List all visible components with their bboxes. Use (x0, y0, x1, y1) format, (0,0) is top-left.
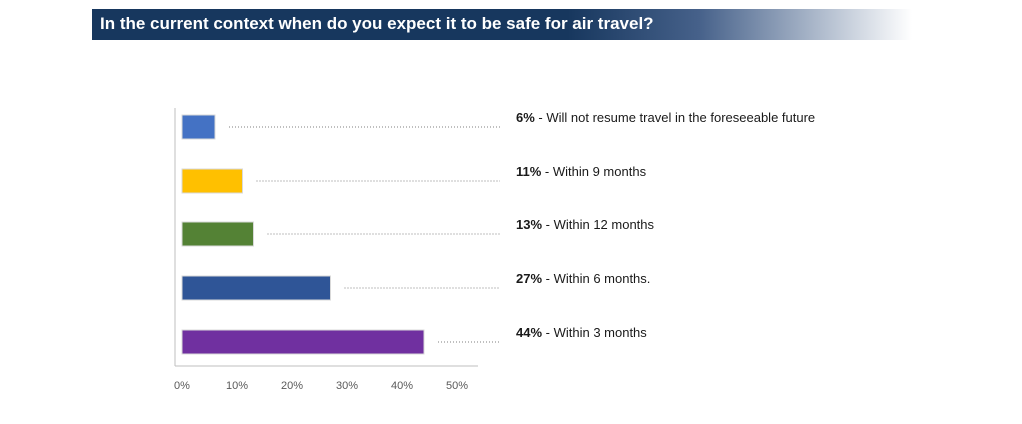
bar (181, 275, 331, 301)
bar-category-label: - Within 12 months (542, 217, 654, 232)
title-banner: In the current context when do you expec… (92, 9, 912, 40)
bar-value-label: 6% (516, 110, 535, 125)
bar-label: 11% - Within 9 months (516, 164, 647, 179)
bar-value-label: 44% (516, 325, 542, 340)
bar-value-label: 27% (516, 271, 542, 286)
x-tick-label: 40% (391, 380, 413, 392)
bar-category-label: - Within 3 months (542, 325, 647, 340)
bar-label: 44% - Within 3 months (516, 325, 647, 340)
bar-category-label: - Within 6 months. (542, 271, 650, 286)
bar-label: 13% - Within 12 months (516, 217, 655, 232)
x-tick-label: 10% (226, 380, 248, 392)
bar-category-label: - Within 9 months (541, 164, 646, 179)
x-tick-label: 0% (174, 380, 190, 392)
chart-title: In the current context when do you expec… (100, 14, 654, 33)
bar (181, 168, 243, 194)
x-tick-label: 30% (336, 380, 358, 392)
bar (181, 329, 425, 355)
bar (181, 114, 216, 140)
bar-label: 27% - Within 6 months. (516, 271, 650, 286)
x-tick-label: 50% (446, 380, 468, 392)
bar-value-label: 11% (516, 164, 542, 179)
bar-value-label: 13% (516, 217, 542, 232)
bar (181, 221, 254, 247)
x-tick-label: 20% (281, 380, 303, 392)
bar-label: 6% - Will not resume travel in the fores… (516, 110, 815, 125)
bar-category-label: - Will not resume travel in the foreseea… (535, 110, 815, 125)
